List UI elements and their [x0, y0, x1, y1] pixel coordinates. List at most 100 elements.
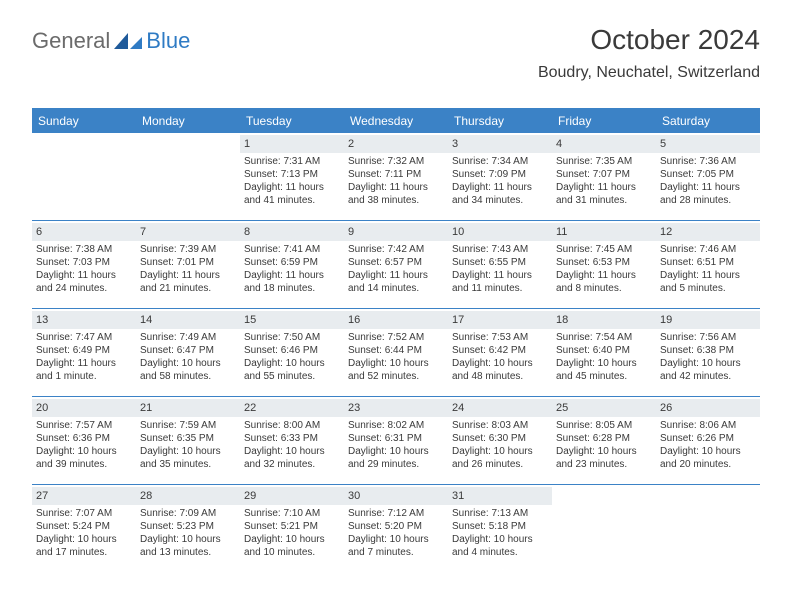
- sunset-text: Sunset: 6:57 PM: [348, 256, 444, 269]
- calendar-cell: 8Sunrise: 7:41 AMSunset: 6:59 PMDaylight…: [240, 220, 344, 308]
- day-number: 6: [32, 223, 136, 241]
- sunrise-text: Sunrise: 8:02 AM: [348, 419, 444, 432]
- logo-sail-icon: [114, 31, 142, 51]
- daylight-text: Daylight: 10 hours and 42 minutes.: [660, 357, 756, 383]
- calendar-grid: SundayMondayTuesdayWednesdayThursdayFrid…: [32, 108, 760, 572]
- daylight-text: Daylight: 11 hours and 41 minutes.: [244, 181, 340, 207]
- calendar-cell: [136, 132, 240, 220]
- daylight-text: Daylight: 11 hours and 21 minutes.: [140, 269, 236, 295]
- daylight-text: Daylight: 10 hours and 20 minutes.: [660, 445, 756, 471]
- daylight-text: Daylight: 10 hours and 4 minutes.: [452, 533, 548, 559]
- calendar-cell: 7 Sunrise: 7:39 AMSunset: 7:01 PMDaylight…: [136, 220, 240, 308]
- calendar-cell: [656, 484, 760, 572]
- sunrise-text: Sunrise: 7:13 AM: [452, 507, 548, 520]
- daylight-text: Daylight: 10 hours and 13 minutes.: [140, 533, 236, 559]
- daylight-text: Daylight: 11 hours and 18 minutes.: [244, 269, 340, 295]
- sunset-text: Sunset: 7:07 PM: [556, 168, 652, 181]
- calendar-cell: 31Sunrise: 7:13 AMSunset: 5:18 PMDayligh…: [448, 484, 552, 572]
- sunrise-text: Sunrise: 8:00 AM: [244, 419, 340, 432]
- day-header: Saturday: [656, 110, 760, 132]
- daylight-text: Daylight: 11 hours and 34 minutes.: [452, 181, 548, 207]
- sunrise-text: Sunrise: 7:57 AM: [36, 419, 132, 432]
- day-header: Sunday: [32, 110, 136, 132]
- sunrise-text: Sunrise: 7:12 AM: [348, 507, 444, 520]
- sunrise-text: Sunrise: 7:49 AM: [140, 331, 236, 344]
- sunset-text: Sunset: 7:01 PM: [140, 256, 236, 269]
- sunset-text: Sunset: 6:40 PM: [556, 344, 652, 357]
- calendar-cell: 18Sunrise: 7:54 AMSunset: 6:40 PMDayligh…: [552, 308, 656, 396]
- day-number: 30: [344, 487, 448, 505]
- sunrise-text: Sunrise: 7:39 AM: [140, 243, 236, 256]
- daylight-text: Daylight: 10 hours and 58 minutes.: [140, 357, 236, 383]
- logo-text-blue: Blue: [146, 28, 190, 54]
- calendar-cell: 25Sunrise: 8:05 AMSunset: 6:28 PMDayligh…: [552, 396, 656, 484]
- sunset-text: Sunset: 6:33 PM: [244, 432, 340, 445]
- sunset-text: Sunset: 5:23 PM: [140, 520, 236, 533]
- sunrise-text: Sunrise: 7:41 AM: [244, 243, 340, 256]
- sunset-text: Sunset: 6:47 PM: [140, 344, 236, 357]
- daylight-text: Daylight: 10 hours and 29 minutes.: [348, 445, 444, 471]
- day-number: 7: [136, 223, 240, 241]
- day-number: 23: [344, 399, 448, 417]
- calendar-cell: 26Sunrise: 8:06 AMSunset: 6:26 PMDayligh…: [656, 396, 760, 484]
- sunset-text: Sunset: 6:51 PM: [660, 256, 756, 269]
- daylight-text: Daylight: 11 hours and 38 minutes.: [348, 181, 444, 207]
- calendar-cell: 29Sunrise: 7:10 AMSunset: 5:21 PMDayligh…: [240, 484, 344, 572]
- daylight-text: Daylight: 11 hours and 11 minutes.: [452, 269, 548, 295]
- day-number: 22: [240, 399, 344, 417]
- calendar-cell: 1Sunrise: 7:31 AMSunset: 7:13 PMDaylight…: [240, 132, 344, 220]
- header-right: October 2024 Boudry, Neuchatel, Switzerl…: [538, 24, 760, 82]
- sunrise-text: Sunrise: 7:31 AM: [244, 155, 340, 168]
- daylight-text: Daylight: 11 hours and 1 minute.: [36, 357, 132, 383]
- calendar-cell: 17Sunrise: 7:53 AMSunset: 6:42 PMDayligh…: [448, 308, 552, 396]
- day-header: Thursday: [448, 110, 552, 132]
- day-header: Wednesday: [344, 110, 448, 132]
- sunset-text: Sunset: 5:20 PM: [348, 520, 444, 533]
- sunset-text: Sunset: 6:28 PM: [556, 432, 652, 445]
- daylight-text: Daylight: 11 hours and 31 minutes.: [556, 181, 652, 207]
- sunset-text: Sunset: 5:18 PM: [452, 520, 548, 533]
- calendar-cell: 27Sunrise: 7:07 AMSunset: 5:24 PMDayligh…: [32, 484, 136, 572]
- daylight-text: Daylight: 11 hours and 14 minutes.: [348, 269, 444, 295]
- sunrise-text: Sunrise: 7:45 AM: [556, 243, 652, 256]
- day-number: 17: [448, 311, 552, 329]
- sunrise-text: Sunrise: 7:42 AM: [348, 243, 444, 256]
- calendar-cell: 6Sunrise: 7:38 AMSunset: 7:03 PMDaylight…: [32, 220, 136, 308]
- calendar-cell: 22 Sunrise: 8:00 AMSunset: 6:33 PMDayligh…: [240, 396, 344, 484]
- day-header: Tuesday: [240, 110, 344, 132]
- sunrise-text: Sunrise: 7:59 AM: [140, 419, 236, 432]
- calendar-cell: 16Sunrise: 7:52 AMSunset: 6:44 PMDayligh…: [344, 308, 448, 396]
- sunrise-text: Sunrise: 7:56 AM: [660, 331, 756, 344]
- daylight-text: Daylight: 10 hours and 23 minutes.: [556, 445, 652, 471]
- day-number: 14: [136, 311, 240, 329]
- day-number: 29: [240, 487, 344, 505]
- sunrise-text: Sunrise: 7:38 AM: [36, 243, 132, 256]
- day-header: Monday: [136, 110, 240, 132]
- sunset-text: Sunset: 6:26 PM: [660, 432, 756, 445]
- daylight-text: Daylight: 10 hours and 35 minutes.: [140, 445, 236, 471]
- day-number: 21: [136, 399, 240, 417]
- calendar-cell: 30Sunrise: 7:12 AMSunset: 5:20 PMDayligh…: [344, 484, 448, 572]
- sunrise-text: Sunrise: 7:47 AM: [36, 331, 132, 344]
- calendar-cell: 5Sunrise: 7:36 AMSunset: 7:05 PMDaylight…: [656, 132, 760, 220]
- sunrise-text: Sunrise: 7:54 AM: [556, 331, 652, 344]
- calendar-cell: [552, 484, 656, 572]
- sunrise-text: Sunrise: 7:52 AM: [348, 331, 444, 344]
- day-number: 16: [344, 311, 448, 329]
- day-number: 1: [240, 135, 344, 153]
- daylight-text: Daylight: 10 hours and 39 minutes.: [36, 445, 132, 471]
- day-number: 27: [32, 487, 136, 505]
- sunrise-text: Sunrise: 7:50 AM: [244, 331, 340, 344]
- daylight-text: Daylight: 10 hours and 32 minutes.: [244, 445, 340, 471]
- day-number: 18: [552, 311, 656, 329]
- calendar-cell: 10Sunrise: 7:43 AMSunset: 6:55 PMDayligh…: [448, 220, 552, 308]
- calendar-cell: 2Sunrise: 7:32 AMSunset: 7:11 PMDaylight…: [344, 132, 448, 220]
- calendar-cell: 14 Sunrise: 7:49 AMSunset: 6:47 PMDayligh…: [136, 308, 240, 396]
- day-number: 24: [448, 399, 552, 417]
- sunset-text: Sunset: 6:55 PM: [452, 256, 548, 269]
- calendar-cell: 20Sunrise: 7:57 AMSunset: 6:36 PMDayligh…: [32, 396, 136, 484]
- sunrise-text: Sunrise: 7:10 AM: [244, 507, 340, 520]
- sunrise-text: Sunrise: 8:05 AM: [556, 419, 652, 432]
- calendar-cell: 19Sunrise: 7:56 AMSunset: 6:38 PMDayligh…: [656, 308, 760, 396]
- sunrise-text: Sunrise: 8:06 AM: [660, 419, 756, 432]
